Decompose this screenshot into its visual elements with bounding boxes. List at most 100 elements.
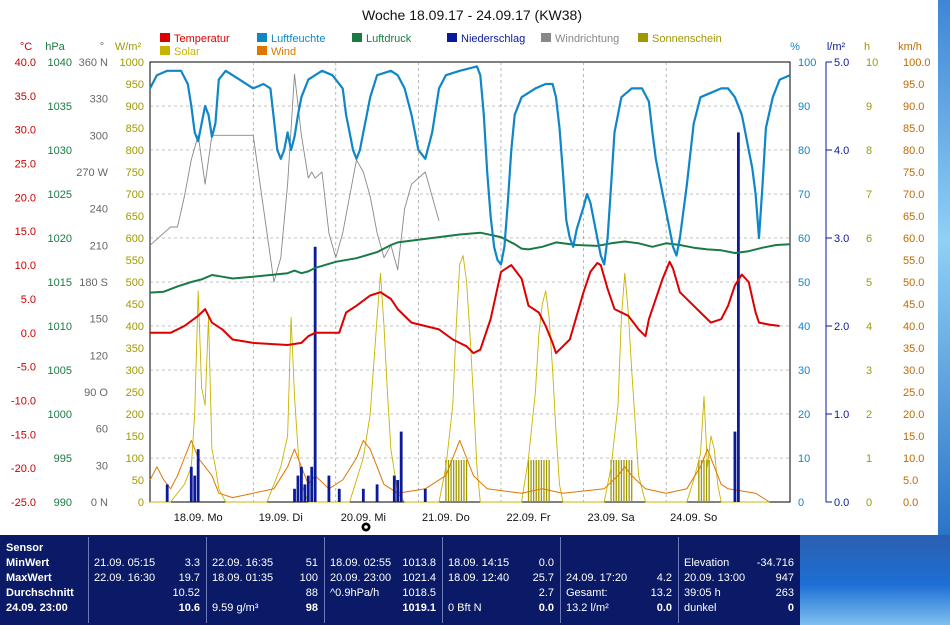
press-axis-tick: 1000: [48, 409, 72, 421]
stats-cell-value: 88: [305, 587, 318, 599]
rain-bar: [310, 466, 314, 502]
day-label: 22.09. Fr: [506, 512, 550, 524]
hum-axis-tick: 90: [798, 101, 810, 113]
stats-cell-label: 18.09. 14:15: [448, 557, 510, 569]
unit-header-rain: l/m²: [827, 41, 846, 53]
rain-bar: [296, 475, 300, 502]
hum-axis-tick: 50: [798, 277, 810, 289]
temp-axis-tick: 35.0: [15, 91, 36, 103]
temp-axis-tick: 15.0: [15, 226, 36, 238]
stats-column-niederschlag: 24.09. 17:20 4.2 Gesamt: 13.2 13.2 l/m² 0.0: [560, 537, 678, 623]
press-axis-tick: 1035: [48, 101, 72, 113]
legend-label: Luftfeuchte: [271, 33, 325, 45]
press-axis-tick: 1015: [48, 277, 72, 289]
unit-header-press: hPa: [45, 41, 65, 53]
rain-bar: [306, 475, 310, 502]
hum-axis-tick: 30: [798, 365, 810, 377]
series-line-luftfeuchte: [149, 65, 791, 266]
rain-bar: [165, 484, 169, 502]
wind-axis-tick: 40.0: [903, 321, 924, 333]
rain-axis-tick: 2.0: [834, 321, 849, 333]
solar-axis-tick: 750: [126, 167, 144, 179]
solar-axis-tick: 150: [126, 431, 144, 443]
stats-cell-value: 3.3: [184, 557, 200, 569]
sun-axis-tick: 6: [866, 233, 872, 245]
chart-marks: [149, 65, 791, 503]
rain-bar: [736, 132, 740, 502]
stats-cell-value: 1018.5: [402, 587, 436, 599]
solar-axis-tick: 50: [132, 475, 144, 487]
stats-cell-value: 0: [787, 602, 794, 614]
solar-axis-tick: 0: [138, 497, 144, 509]
weather-chart: Woche 18.09.17 - 24.09.17 (KW38) Tempera…: [11, 7, 931, 532]
unit-header-dir: °: [100, 41, 104, 53]
solar-axis-tick: 1000: [120, 57, 144, 69]
stats-header-sensor: Sensor: [6, 542, 44, 554]
wind-axis-tick: 30.0: [903, 365, 924, 377]
unit-header-hum: %: [790, 41, 800, 53]
dir-axis-tick: 60: [96, 424, 108, 436]
rain-bar: [396, 480, 400, 502]
solar-axis-tick: 700: [126, 189, 144, 201]
hum-axis-tick: 70: [798, 189, 810, 201]
temp-axis-tick: 10.0: [15, 260, 36, 272]
solar-axis-tick: 550: [126, 255, 144, 267]
series-line-solar: [150, 255, 770, 503]
solar-axis-tick: 450: [126, 299, 144, 311]
rain-bar: [392, 475, 396, 502]
legend-label: Temperatur: [174, 33, 230, 45]
rain-bar: [193, 475, 197, 502]
wind-axis-tick: 80.0: [903, 145, 924, 157]
sun-axis-tick: 4: [866, 321, 872, 333]
stats-cell-label: 22.09. 16:30: [94, 572, 156, 584]
stats-label-max: MaxWert: [6, 572, 52, 584]
rain-bar: [189, 466, 193, 502]
legend-label: Wind: [271, 46, 296, 58]
stats-cell-label: dunkel: [684, 602, 717, 614]
wind-axis-tick: 35.0: [903, 343, 924, 355]
series-line-windrichtung: [149, 73, 440, 283]
hum-axis-tick: 40: [798, 321, 810, 333]
stats-cell-label: 18.09. 12:40: [448, 572, 510, 584]
hum-axis-tick: 100: [798, 57, 816, 69]
stats-column-luftfeuchte: 22.09. 16:35 51 18.09. 01:35 100 88 9.59 g/m³…: [206, 537, 324, 623]
dir-axis-tick: 300: [90, 130, 108, 142]
sun-axis-tick: 3: [866, 365, 872, 377]
stats-cell-label: Elevation: [684, 557, 730, 569]
sun-axis-tick: 5: [866, 277, 872, 289]
dir-axis-tick: 150: [90, 314, 108, 326]
wind-axis-tick: 20.0: [903, 409, 924, 421]
press-axis-tick: 1040: [48, 57, 72, 69]
series-line-luftdruck: [149, 231, 791, 294]
legend: Temperatur Luftfeuchte Luftdruck Niederschl…: [160, 33, 722, 58]
press-axis-tick: 990: [54, 497, 72, 509]
stats-cell-value: -34.716: [756, 557, 794, 569]
stats-cell-value: 0.0: [538, 602, 554, 614]
stats-cell-value: 13.2: [650, 587, 672, 599]
wind-axis-tick: 75.0: [903, 167, 924, 179]
legend-label: Solar: [174, 46, 200, 58]
wind-axis-tick: 0.0: [903, 497, 918, 509]
temp-axis-tick: 20.0: [15, 192, 36, 204]
solar-axis-tick: 350: [126, 343, 144, 355]
rain-axis-tick: 5.0: [834, 57, 849, 69]
solar-axis-tick: 300: [126, 365, 144, 377]
stats-column-temperatur: 21.09. 05:15 3.3 22.09. 16:30 19.7 10.52 10.6: [88, 537, 206, 623]
chart-title: Woche 18.09.17 - 24.09.17 (KW38): [362, 7, 582, 23]
stats-cell-value: 0.0: [656, 602, 672, 614]
temp-axis-tick: 40.0: [15, 57, 36, 69]
sun-axis-tick: 2: [866, 409, 872, 421]
rain-bar: [293, 488, 296, 502]
solar-axis-tick: 650: [126, 211, 144, 223]
stats-cell-value: 1019.1: [402, 602, 436, 614]
stats-cell-label: 22.09. 16:35: [212, 557, 274, 569]
desktop-background-right: [938, 0, 950, 535]
unit-header-solar: W/m²: [115, 41, 142, 53]
rain-bar: [361, 488, 365, 502]
desktop-background: [800, 535, 950, 625]
legend-label: Niederschlag: [461, 33, 525, 45]
press-axis-tick: 1025: [48, 189, 72, 201]
wind-axis-tick: 25.0: [903, 387, 924, 399]
hum-axis-tick: 10: [798, 453, 810, 465]
dir-axis-tick: 360 N: [79, 57, 108, 69]
